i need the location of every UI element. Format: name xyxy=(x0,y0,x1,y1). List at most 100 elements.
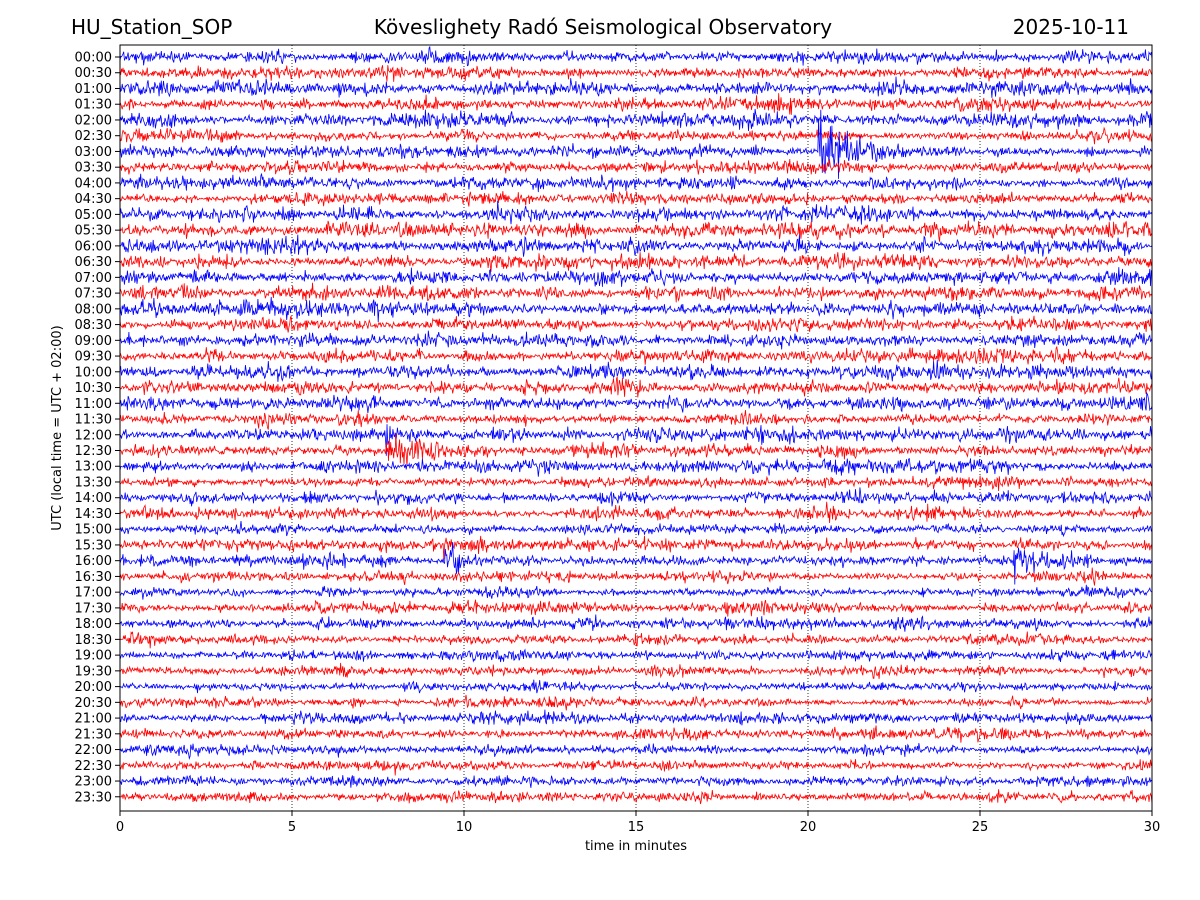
y-tick-label: 05:00 xyxy=(75,208,112,223)
trace-2300 xyxy=(119,774,1153,788)
x-tick-label: 30 xyxy=(1144,820,1161,835)
trace-0800 xyxy=(119,296,1153,323)
y-tick-label: 04:30 xyxy=(75,192,112,207)
y-tick-label: 14:00 xyxy=(75,491,112,506)
y-tick-label: 19:30 xyxy=(75,664,112,679)
trace-0930 xyxy=(119,345,1153,365)
y-tick-label: 17:00 xyxy=(75,586,112,601)
trace-1330 xyxy=(119,475,1153,492)
trace-0630 xyxy=(119,252,1153,272)
trace-1730 xyxy=(119,599,1153,617)
trace-2000 xyxy=(119,679,1153,694)
y-tick-label: 11:00 xyxy=(75,397,112,412)
trace-0300 xyxy=(119,109,1153,179)
y-tick-label: 08:00 xyxy=(75,302,112,317)
y-tick-label: 20:00 xyxy=(75,680,112,695)
y-tick-label: 02:00 xyxy=(75,113,112,128)
trace-0830 xyxy=(119,315,1153,333)
y-tick-label: 11:30 xyxy=(75,413,112,428)
trace-1000 xyxy=(119,359,1153,382)
trace-0200 xyxy=(119,108,1153,132)
trace-1930 xyxy=(119,662,1153,679)
y-tick-label: 22:00 xyxy=(75,743,112,758)
y-tick-label: 12:30 xyxy=(75,444,112,459)
y-tick-label: 01:30 xyxy=(75,98,112,113)
x-tick-label: 15 xyxy=(628,820,645,835)
y-tick-label: 07:30 xyxy=(75,287,112,302)
trace-0330 xyxy=(119,158,1153,175)
y-tick-label: 02:30 xyxy=(75,129,112,144)
trace-1300 xyxy=(119,457,1152,477)
trace-0130 xyxy=(119,93,1153,115)
trace-0600 xyxy=(119,234,1153,257)
y-tick-label: 14:30 xyxy=(75,507,112,522)
y-tick-label: 17:30 xyxy=(75,601,112,616)
y-tick-label: 01:00 xyxy=(75,82,112,97)
y-tick-label: 23:00 xyxy=(75,775,112,790)
trace-1430 xyxy=(119,501,1153,524)
trace-0100 xyxy=(119,76,1153,98)
trace-1700 xyxy=(119,584,1153,600)
trace-1600 xyxy=(119,541,1153,585)
trace-0030 xyxy=(119,65,1153,82)
trace-2330 xyxy=(119,789,1153,805)
y-tick-label: 20:30 xyxy=(75,696,112,711)
chart-title: Köveslighety Radó Seismological Observat… xyxy=(373,15,833,39)
trace-2100 xyxy=(119,709,1153,726)
trace-1400 xyxy=(119,487,1153,507)
y-tick-label: 09:00 xyxy=(75,334,112,349)
chart-date: 2025-10-11 xyxy=(1012,15,1129,39)
y-tick-label: 06:30 xyxy=(75,255,112,270)
trace-0230 xyxy=(119,126,1153,145)
trace-1130 xyxy=(119,410,1153,430)
trace-0500 xyxy=(119,200,1153,225)
trace-1630 xyxy=(119,567,1153,586)
trace-1030 xyxy=(119,376,1153,398)
trace-1900 xyxy=(119,648,1153,663)
y-tick-label: 10:00 xyxy=(75,365,112,380)
y-tick-label: 18:30 xyxy=(75,633,112,648)
y-tick-label: 06:00 xyxy=(75,239,112,254)
x-axis-label: time in minutes xyxy=(585,839,687,854)
x-tick-label: 5 xyxy=(288,820,296,835)
trace-1100 xyxy=(119,391,1153,414)
x-tick-label: 20 xyxy=(800,820,817,835)
y-tick-label: 21:00 xyxy=(75,712,112,727)
trace-2230 xyxy=(119,758,1153,776)
y-tick-label: 16:30 xyxy=(75,570,112,585)
y-tick-label: 16:00 xyxy=(75,554,112,569)
trace-0400 xyxy=(119,172,1153,193)
y-tick-label: 13:00 xyxy=(75,460,112,475)
trace-1500 xyxy=(119,521,1153,538)
y-tick-label: 22:30 xyxy=(75,759,112,774)
y-tick-label: 04:00 xyxy=(75,176,112,191)
trace-1800 xyxy=(119,614,1153,632)
trace-2030 xyxy=(119,694,1153,711)
y-tick-label: 18:00 xyxy=(75,617,112,632)
x-tick-label: 10 xyxy=(456,820,473,835)
trace-1530 xyxy=(119,535,1153,560)
y-tick-label: 09:30 xyxy=(75,350,112,365)
trace-2200 xyxy=(119,742,1153,760)
y-tick-label: 10:30 xyxy=(75,381,112,396)
y-tick-label: 00:30 xyxy=(75,66,112,81)
y-tick-label: 00:00 xyxy=(75,51,112,66)
y-axis-label: UTC (local time = UTC + 02:00) xyxy=(50,325,65,530)
y-tick-label: 08:30 xyxy=(75,318,112,333)
y-tick-label: 05:30 xyxy=(75,224,112,239)
y-tick-label: 15:30 xyxy=(75,538,112,553)
trace-0730 xyxy=(119,282,1153,303)
y-tick-label: 21:30 xyxy=(75,727,112,742)
y-tick-label: 23:30 xyxy=(75,790,112,805)
trace-2130 xyxy=(119,725,1153,743)
y-tick-label: 03:30 xyxy=(75,161,112,176)
trace-0900 xyxy=(119,330,1153,350)
trace-0000 xyxy=(119,45,1153,67)
trace-0700 xyxy=(119,267,1153,287)
y-tick-label: 15:00 xyxy=(75,523,112,538)
trace-1830 xyxy=(119,631,1153,649)
y-tick-label: 12:00 xyxy=(75,428,112,443)
y-tick-label: 19:00 xyxy=(75,649,112,664)
trace-1230 xyxy=(119,433,1153,467)
